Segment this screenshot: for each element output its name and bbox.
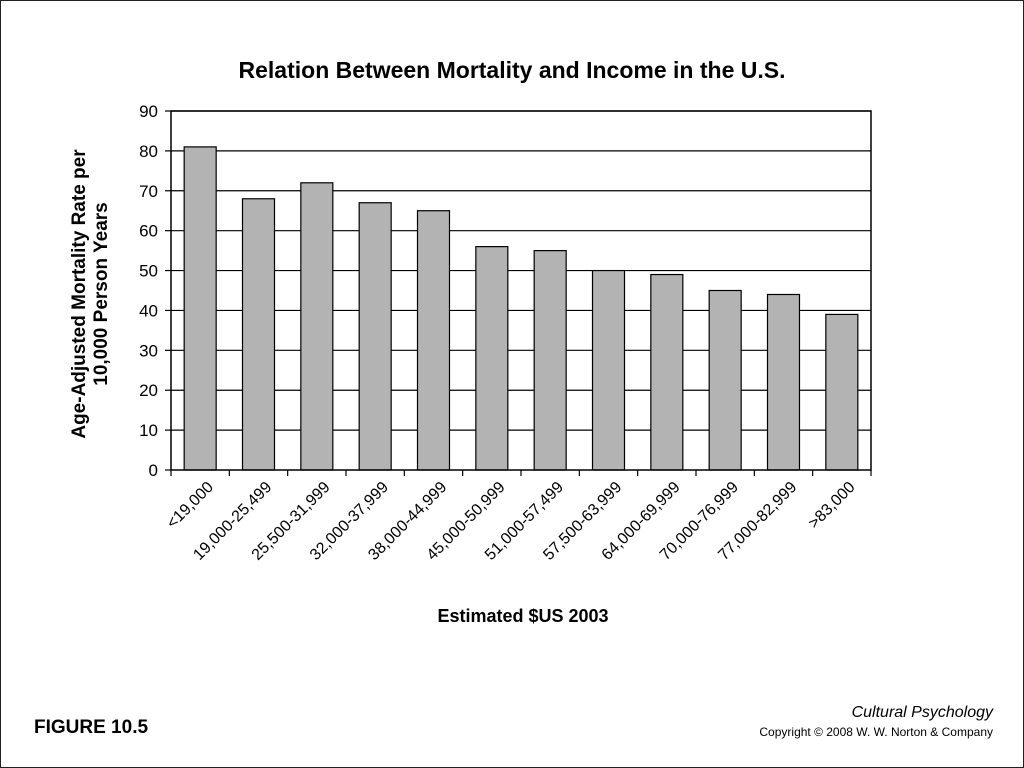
y-tick-label: 60 bbox=[139, 222, 158, 241]
y-axis-title: Age-Adjusted Mortality Rate per 10,000 P… bbox=[69, 124, 113, 464]
y-tick-label: 70 bbox=[139, 182, 158, 201]
figure-label: FIGURE 10.5 bbox=[34, 717, 149, 738]
y-tick-label: 20 bbox=[139, 381, 158, 400]
bar bbox=[241, 198, 276, 471]
bar bbox=[183, 146, 217, 471]
plot-frame bbox=[170, 110, 872, 471]
chart-title: Relation Between Mortality and Income in… bbox=[238, 57, 786, 83]
y-tick-label: 40 bbox=[139, 301, 158, 320]
bar bbox=[475, 246, 509, 471]
bar bbox=[358, 202, 392, 471]
y-tick-label: 80 bbox=[139, 142, 158, 161]
bars bbox=[183, 146, 859, 471]
x-tick-label: <19,000 bbox=[164, 479, 217, 532]
y-tick-label: 50 bbox=[139, 262, 158, 281]
x-tick-label: >83,000 bbox=[805, 479, 858, 532]
bar bbox=[533, 250, 567, 471]
axes bbox=[170, 110, 872, 476]
y-axis-title-line-2: 10,000 Person Years bbox=[91, 202, 112, 386]
y-axis-title-line-1: Age-Adjusted Mortality Rate per bbox=[69, 149, 90, 439]
x-axis-title: Estimated $US 2003 bbox=[437, 606, 609, 626]
y-tick-label: 0 bbox=[149, 461, 158, 480]
bar bbox=[766, 293, 801, 471]
copyright-notice: Copyright © 2008 W. W. Norton & Company bbox=[759, 725, 993, 739]
book-title: Cultural Psychology bbox=[851, 704, 993, 721]
bar bbox=[650, 273, 684, 471]
bar bbox=[300, 182, 334, 471]
bar bbox=[591, 269, 626, 471]
y-tick-labels: 0 10 20 30 40 50 60 70 80 90 bbox=[139, 102, 158, 480]
x-tick-labels: <19,00019,000-25,49925,500-31,99932,000-… bbox=[164, 479, 859, 564]
bar bbox=[708, 289, 742, 471]
y-tick-label: 10 bbox=[139, 421, 158, 440]
y-tick-label: 90 bbox=[139, 102, 158, 121]
y-tick-label: 30 bbox=[139, 341, 158, 360]
bar bbox=[825, 313, 859, 471]
bar bbox=[416, 210, 451, 471]
